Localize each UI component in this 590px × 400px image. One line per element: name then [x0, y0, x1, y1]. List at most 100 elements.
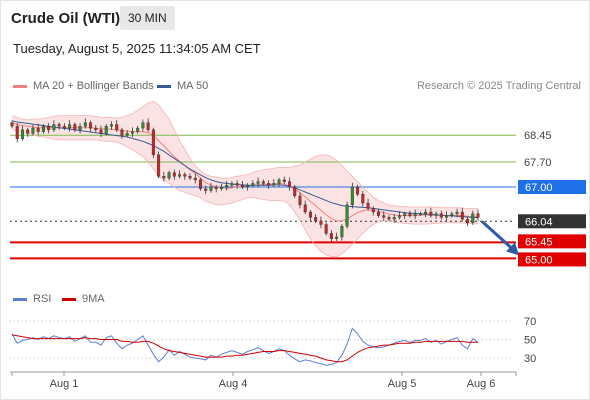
level-tag-66-04 — [518, 214, 586, 229]
candle-body — [136, 127, 140, 132]
rsi-line — [11, 327, 479, 366]
candle-body — [445, 215, 449, 218]
candle-body — [408, 213, 412, 216]
candle-body — [298, 195, 302, 206]
candle-body — [455, 211, 459, 214]
candle-body — [466, 218, 470, 223]
candle-body — [130, 131, 134, 134]
level-tag-67-00 — [518, 180, 586, 194]
level-label-68-45: 68.45 — [524, 130, 552, 142]
candle-body — [99, 129, 103, 134]
legend-ma20: MA 20 + Bollinger Bands — [13, 80, 154, 92]
candle-body — [366, 202, 370, 209]
candle-body — [476, 213, 480, 218]
candle-body — [424, 211, 428, 214]
candle-body — [193, 177, 197, 181]
candle-body — [267, 183, 271, 186]
candle-body — [329, 233, 333, 239]
candle-body — [162, 176, 166, 179]
candle-body — [371, 208, 375, 213]
candle-body — [225, 185, 229, 188]
timeframe-badge[interactable]: 30 MIN — [120, 6, 175, 30]
candle-body — [261, 181, 265, 184]
candle-body — [251, 183, 255, 186]
candle-body — [230, 183, 234, 186]
bollinger-lower-line — [11, 129, 478, 257]
candle-body — [120, 129, 124, 136]
candle-body — [157, 154, 161, 177]
level-label-67-00: 67.00 — [525, 182, 553, 194]
bollinger-band-area — [12, 101, 478, 257]
candle-body — [382, 215, 386, 218]
candle-body — [41, 126, 45, 132]
candle-body — [26, 129, 30, 134]
candle-body — [392, 217, 396, 220]
candle-body — [219, 186, 223, 189]
candle-body — [439, 213, 443, 218]
candle-body — [282, 179, 286, 182]
candle-body — [178, 174, 182, 177]
candle-body — [141, 122, 145, 129]
candle-body — [214, 186, 218, 189]
candle-body — [109, 124, 113, 127]
ma50-swatch-icon — [157, 84, 171, 88]
candle-body — [68, 124, 72, 129]
candle-body — [204, 188, 208, 191]
candle-body — [209, 186, 213, 191]
candle-body — [350, 186, 354, 206]
candle-body — [450, 213, 454, 216]
candle-body — [361, 193, 365, 204]
forecast-arrow-line — [480, 220, 516, 252]
x-tick-label: Aug 1 — [50, 378, 79, 390]
candle-body — [429, 211, 433, 216]
level-label-66-04: 66.04 — [525, 216, 553, 228]
candle-body — [146, 122, 150, 131]
candle-body — [471, 213, 475, 223]
candle-body — [198, 179, 202, 189]
x-tick-label: Aug 4 — [219, 378, 248, 390]
candle-body — [188, 176, 192, 179]
candle-body — [115, 124, 119, 131]
candle-body — [57, 124, 61, 127]
candle-body — [319, 220, 323, 225]
candle-body — [356, 186, 360, 195]
candle-body — [246, 185, 250, 188]
header: Crude Oil (WTI) 30 MIN — [0, 0, 590, 36]
copyright: Research © 2025 Trading Central — [416, 80, 581, 92]
candle-body — [303, 204, 307, 213]
candle-body — [10, 122, 14, 127]
rsi-level-label-30: 30 — [524, 353, 536, 365]
candle-body — [235, 183, 239, 186]
candle-body — [413, 213, 417, 216]
candle-body — [272, 183, 276, 186]
candle-body — [31, 127, 35, 134]
candle-body — [167, 172, 171, 179]
legend-9ma-label: 9MA — [82, 293, 105, 305]
candle-body — [89, 122, 93, 129]
candle-body — [52, 124, 56, 131]
level-tag-65-45 — [518, 234, 586, 249]
legend-ma20-label: MA 20 + Bollinger Bands — [33, 80, 154, 92]
candle-body — [397, 215, 401, 218]
level-label-65-45: 65.45 — [525, 236, 553, 248]
candle-body — [104, 126, 108, 134]
legend-ma50: MA 50 — [157, 80, 208, 92]
candle-body — [418, 213, 422, 215]
candle-body — [240, 185, 244, 188]
ma50-line — [11, 120, 479, 219]
legend-rsi: RSI — [13, 293, 51, 305]
rsi-swatch-icon — [13, 297, 27, 301]
candle-body — [94, 127, 98, 131]
datetime-label: Tuesday, August 5, 2025 11:34:05 AM CET — [13, 41, 261, 56]
candle-body — [377, 211, 381, 216]
candle-body — [434, 213, 438, 216]
legend-rsi-label: RSI — [33, 293, 52, 305]
legend-ma50-label: MA 50 — [177, 80, 209, 92]
candle-body — [387, 217, 391, 220]
candle-body — [277, 179, 281, 184]
9ma-swatch-icon — [62, 297, 76, 301]
candle-body — [340, 226, 344, 238]
bollinger-upper-line — [11, 100, 478, 209]
candle-body — [314, 217, 318, 222]
